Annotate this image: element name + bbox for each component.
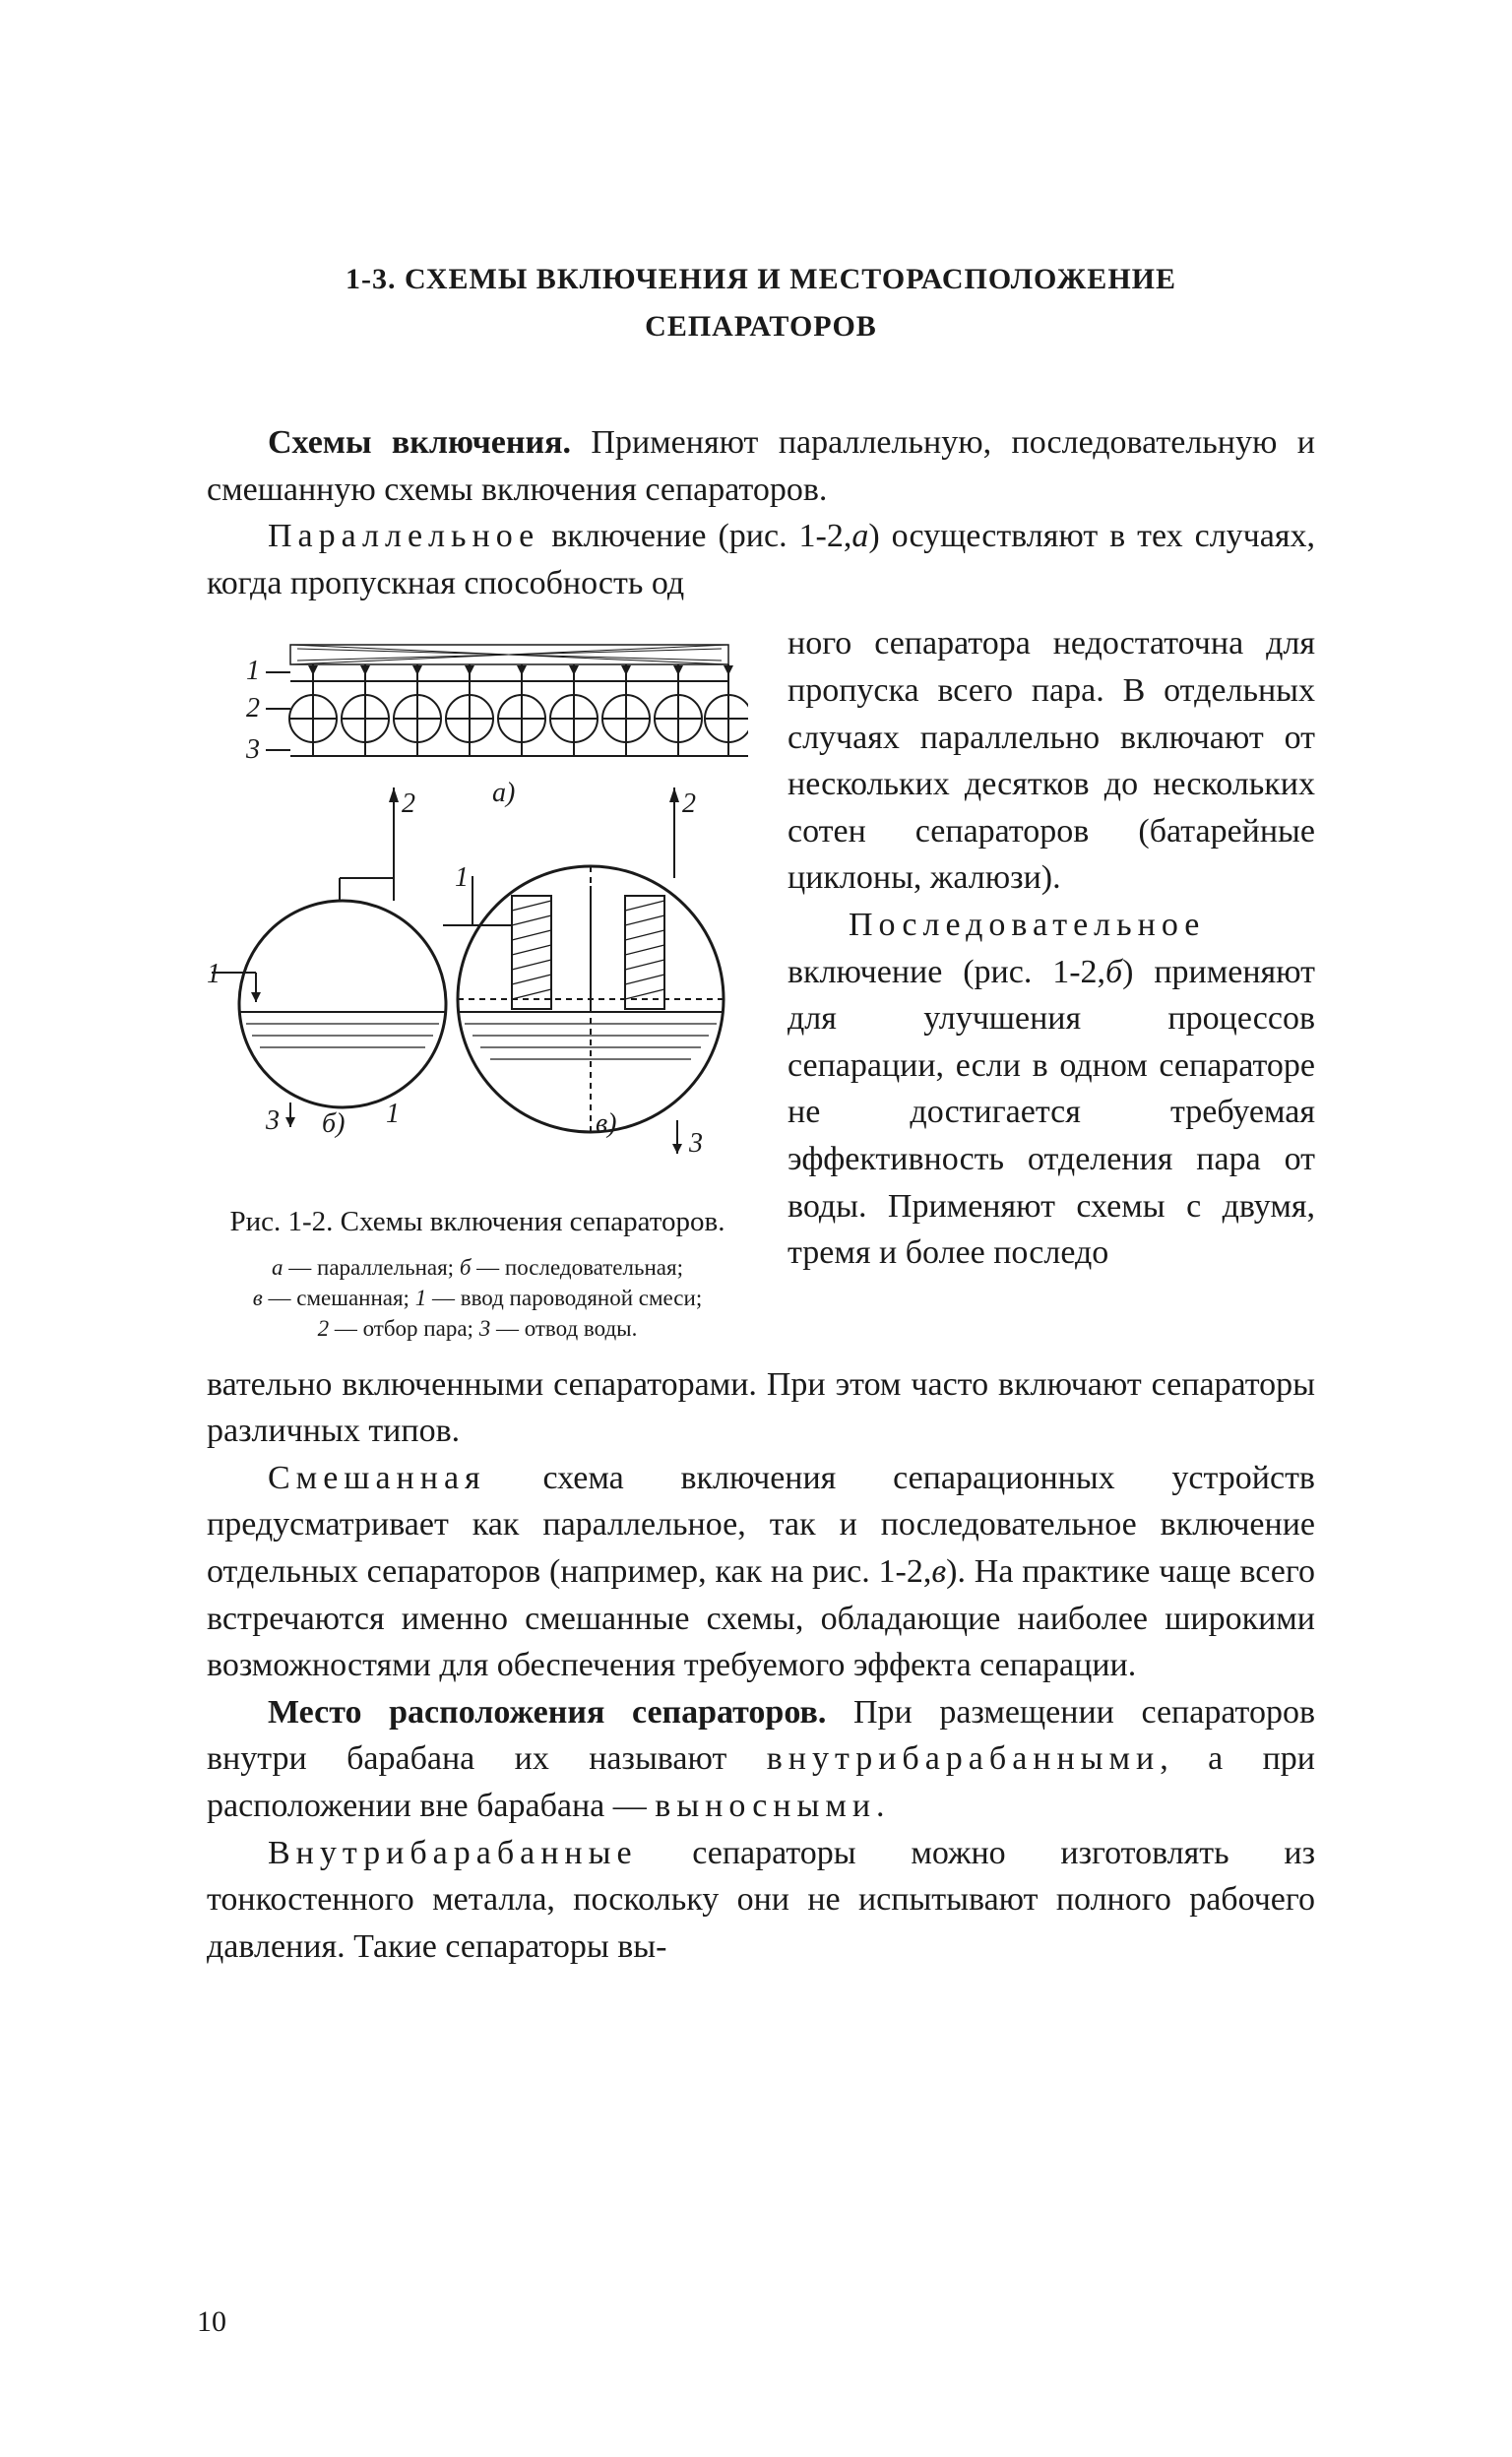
fig-num1d: 1 bbox=[386, 1099, 400, 1129]
leg-b: б bbox=[460, 1255, 472, 1280]
p5-sp2: выносными bbox=[655, 1788, 876, 1824]
leg-1-t: — ввод пароводяной смеси; bbox=[426, 1286, 702, 1310]
leg-a-t: — параллельная; bbox=[284, 1255, 460, 1280]
fig-label-v: в) bbox=[596, 1108, 616, 1139]
p3-ital: б bbox=[1105, 954, 1122, 990]
fig-num1b: 1 bbox=[455, 862, 469, 893]
paragraph-5: Место расположения сепараторов. При разм… bbox=[207, 1689, 1315, 1830]
fig-num2a: 2 bbox=[246, 693, 260, 724]
p4-ital: в bbox=[931, 1553, 946, 1590]
p1-lead: Схемы включения. bbox=[268, 424, 571, 461]
p5-lead: Место расположения сепараторов. bbox=[268, 1694, 826, 1731]
fig-label-a: а) bbox=[492, 778, 515, 808]
leg-v: в bbox=[253, 1286, 263, 1310]
paragraph-4: Смешанная схема включения сепарационных … bbox=[207, 1455, 1315, 1689]
flow-after: вательно включенными сепараторами. При э… bbox=[207, 1366, 1315, 1450]
leg-2-t: — отбор пара; bbox=[329, 1316, 479, 1341]
p5-body3: . bbox=[876, 1788, 885, 1824]
leg-a: а bbox=[272, 1255, 284, 1280]
figure-svg: 1 2 3 а) 2 2 1 1 3 1 3 б) в) bbox=[207, 630, 748, 1181]
fig-num1c: 1 bbox=[207, 959, 220, 989]
leg-3: 3 bbox=[479, 1316, 491, 1341]
fig-label-b: б) bbox=[322, 1108, 345, 1139]
figure-caption: Рис. 1-2. Схемы включения сепараторов. bbox=[207, 1203, 748, 1241]
fig-num3c: 3 bbox=[688, 1128, 703, 1159]
p6-spaced: Внутрибарабанные bbox=[268, 1835, 638, 1871]
paragraph-1: Схемы включения. Применяют параллельную,… bbox=[207, 419, 1315, 513]
section-heading-line2: СЕПАРАТОРОВ bbox=[207, 303, 1315, 350]
p2-ital: а bbox=[851, 518, 868, 554]
leg-3-t: — отвод воды. bbox=[490, 1316, 637, 1341]
p2-spaced: Параллельное bbox=[268, 518, 539, 554]
leg-2: 2 bbox=[318, 1316, 330, 1341]
p3-body1: включение (рис. 1-2, bbox=[788, 954, 1105, 990]
paragraph-6: Внутрибарабанные сепараторы можно изгото… bbox=[207, 1830, 1315, 1971]
fig-num1a: 1 bbox=[246, 656, 260, 686]
page-number: 10 bbox=[197, 2305, 226, 2339]
leg-v-t: — смешанная; bbox=[263, 1286, 415, 1310]
p3-spaced: Последовательное bbox=[849, 907, 1205, 943]
fig-num3b: 3 bbox=[265, 1105, 280, 1136]
flow-body1: ного сепаратора недостаточна для пропуск… bbox=[788, 625, 1315, 896]
leg-b-t: — последовательная; bbox=[471, 1255, 683, 1280]
p2-body1: включение (рис. 1-2, bbox=[539, 518, 851, 554]
fig-num2c: 2 bbox=[682, 788, 696, 819]
figure-and-flow: 1 2 3 а) 2 2 1 1 3 1 3 б) в) bbox=[207, 620, 1315, 1454]
paragraph-2-lead: Параллельное включение (рис. 1-2,а) осущ… bbox=[207, 513, 1315, 606]
p4-spaced: Смешанная bbox=[268, 1460, 486, 1496]
leg-1: 1 bbox=[415, 1286, 427, 1310]
fig-num2b: 2 bbox=[402, 788, 415, 819]
figure-box: 1 2 3 а) 2 2 1 1 3 1 3 б) в) bbox=[207, 630, 748, 1343]
section-heading: 1-3. СХЕМЫ ВКЛЮЧЕНИЯ И МЕСТОРАСПОЛОЖЕНИЕ… bbox=[207, 256, 1315, 350]
body-text-block: Схемы включения. Применяют параллельную,… bbox=[207, 419, 1315, 1970]
p5-sp1: внутрибарабанными bbox=[767, 1740, 1161, 1777]
fig-num3a: 3 bbox=[245, 734, 260, 765]
section-heading-line1: 1-3. СХЕМЫ ВКЛЮЧЕНИЯ И МЕСТОРАСПОЛОЖЕНИЕ bbox=[207, 256, 1315, 303]
p3-body2: ) применяют для улучшения процессов сепа… bbox=[788, 954, 1315, 1272]
figure-legend: а — параллельная; б — последовательная; … bbox=[207, 1252, 748, 1344]
